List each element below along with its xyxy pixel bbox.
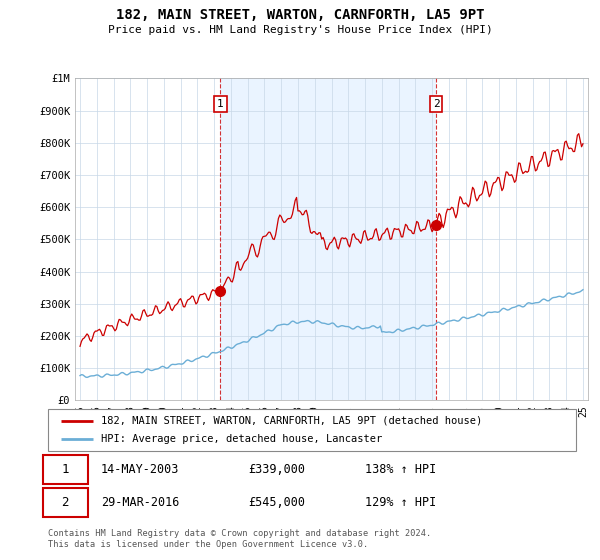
FancyBboxPatch shape [48, 409, 576, 451]
Text: 14-MAY-2003: 14-MAY-2003 [101, 463, 179, 476]
Text: 2: 2 [433, 99, 439, 109]
Bar [220, 78, 436, 400]
Text: 1: 1 [61, 463, 69, 476]
Text: 182, MAIN STREET, WARTON, CARNFORTH, LA5 9PT: 182, MAIN STREET, WARTON, CARNFORTH, LA5… [116, 8, 484, 22]
Text: 182, MAIN STREET, WARTON, CARNFORTH, LA5 9PT (detached house): 182, MAIN STREET, WARTON, CARNFORTH, LA5… [101, 416, 482, 426]
Text: £545,000: £545,000 [248, 496, 305, 509]
Text: 129% ↑ HPI: 129% ↑ HPI [365, 496, 436, 509]
Text: Price paid vs. HM Land Registry's House Price Index (HPI): Price paid vs. HM Land Registry's House … [107, 25, 493, 35]
FancyBboxPatch shape [43, 455, 88, 484]
Text: 138% ↑ HPI: 138% ↑ HPI [365, 463, 436, 476]
FancyBboxPatch shape [43, 488, 88, 517]
Text: 2: 2 [61, 496, 69, 509]
Text: Contains HM Land Registry data © Crown copyright and database right 2024.
This d: Contains HM Land Registry data © Crown c… [48, 529, 431, 549]
Text: 29-MAR-2016: 29-MAR-2016 [101, 496, 179, 509]
Text: 1: 1 [217, 99, 224, 109]
Text: HPI: Average price, detached house, Lancaster: HPI: Average price, detached house, Lanc… [101, 434, 382, 444]
Text: £339,000: £339,000 [248, 463, 305, 476]
